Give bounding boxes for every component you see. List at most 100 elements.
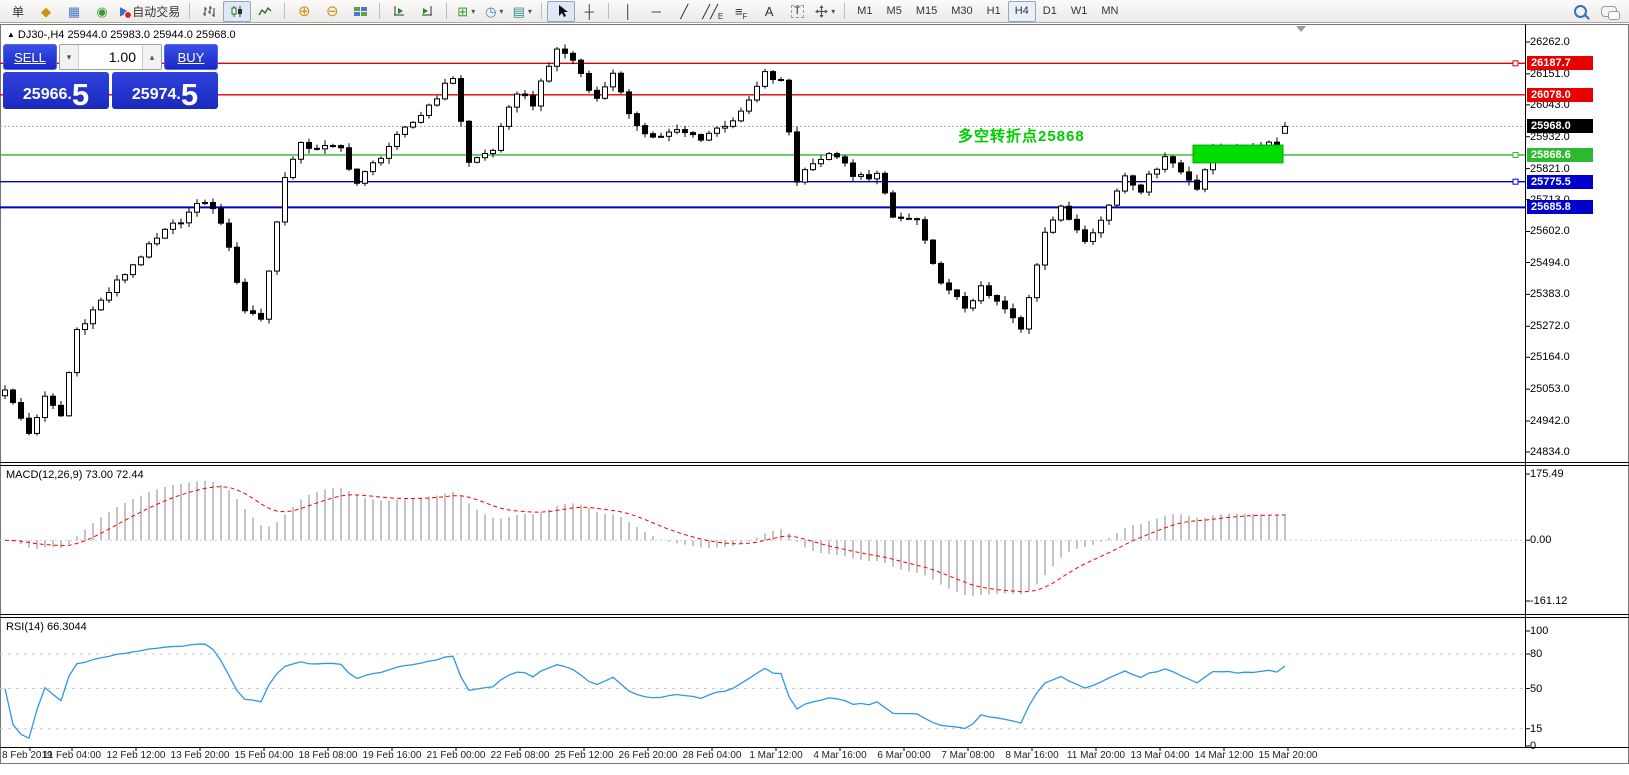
arrows-tool[interactable]: ▾ — [811, 1, 839, 22]
period-menu-button[interactable]: ◷ ▾ — [485, 3, 504, 19]
timeframe-h4[interactable]: H4 — [1007, 0, 1036, 22]
date-tick-label: 11 Mar 20:00 — [1066, 750, 1126, 761]
date-tick-label: 13 Mar 04:00 — [1130, 750, 1190, 761]
fibonacci-tool[interactable]: ≡ F — [735, 3, 748, 21]
price-tick-label: 25383.0 — [1530, 288, 1570, 301]
date-tick-label: 15 Mar 20:00 — [1258, 750, 1318, 761]
current-price-label: 25968.0 — [1527, 119, 1593, 134]
volume-increase-button[interactable]: ▴ — [142, 45, 161, 69]
dropdown-caret-icon: ▾ — [527, 6, 532, 16]
timeframe-m5[interactable]: M5 — [886, 5, 902, 17]
horizontal-line-tool[interactable]: ─ — [651, 3, 661, 19]
trendline-tool[interactable]: ╱ — [680, 3, 689, 19]
sell-price-display: 25966. 5 — [3, 72, 109, 110]
macd-tick-label: -161.12 — [1530, 595, 1568, 607]
timeframe-group: M1 M5 M15 M30 H1 H4 D1 W1 MN — [850, 0, 1125, 22]
volume-decrease-button[interactable]: ▾ — [60, 45, 79, 69]
date-tick-label: 13 Feb 20:00 — [170, 750, 230, 761]
buy-button[interactable]: BUY — [164, 44, 218, 70]
rsi-tick-label: 50 — [1530, 682, 1543, 695]
price-level-label: 26078.0 — [1527, 87, 1593, 102]
chart-shift-icon[interactable] — [413, 1, 441, 22]
tile-windows-icon[interactable] — [346, 1, 374, 22]
date-tick-label: 4 Mar 16:00 — [813, 750, 867, 761]
autotrade-icon: ▶ — [120, 4, 133, 19]
date-tick-label: 7 Mar 08:00 — [941, 750, 995, 761]
timeframe-h1[interactable]: H1 — [986, 5, 1001, 17]
timeframe-m30[interactable]: M30 — [951, 5, 973, 17]
bar-chart-icon[interactable] — [195, 1, 223, 22]
zoom-in-icon[interactable]: ⊕ — [297, 2, 311, 20]
candle-chart-icon[interactable] — [223, 0, 252, 22]
timeframe-m1[interactable]: M1 — [857, 5, 873, 17]
zoom-out-icon[interactable]: ⊖ — [325, 2, 339, 20]
signal-icon[interactable]: ◉ — [96, 3, 108, 19]
price-level-label: 25685.8 — [1527, 200, 1593, 215]
text-label-tool[interactable]: T — [783, 1, 811, 22]
symbol-marker-icon: ▲ — [7, 30, 15, 39]
date-tick-label: 1 Mar 12:00 — [749, 750, 803, 761]
chat-icon[interactable] — [1601, 5, 1620, 20]
new-order-button[interactable]: 单 — [11, 4, 24, 19]
price-level-label: 26187.7 — [1527, 56, 1593, 71]
date-tick-label: 28 Feb 04:00 — [682, 750, 742, 761]
toolbar-separator — [189, 3, 191, 19]
date-tick-label: 26 Feb 20:00 — [618, 750, 678, 761]
rsi-tick-label: 0 — [1530, 740, 1537, 752]
text-tool[interactable]: A — [764, 3, 774, 19]
toolbar-separator — [608, 3, 610, 19]
date-tick-label: 8 Mar 16:00 — [1005, 750, 1059, 761]
rsi-tick-label: 15 — [1530, 722, 1543, 735]
price-level-label: 25868.6 — [1527, 147, 1593, 162]
date-tick-label: 19 Feb 16:00 — [362, 750, 422, 761]
date-tick-label: 12 Feb 12:00 — [106, 750, 166, 761]
timeframe-d1[interactable]: D1 — [1042, 5, 1057, 17]
price-tick-label: 25602.0 — [1530, 225, 1570, 238]
price-tick-label: 25164.0 — [1530, 351, 1570, 364]
template-menu-button[interactable]: ▤ ▾ — [512, 3, 532, 19]
price-tick-label: 25821.0 — [1530, 162, 1570, 175]
cursor-icon[interactable] — [547, 0, 576, 22]
macd-indicator-label: MACD(12,26,9) 73.00 72.44 — [6, 469, 144, 481]
date-tick-label: 6 Mar 00:00 — [877, 750, 931, 761]
auto-scroll-icon[interactable] — [385, 1, 413, 22]
date-tick-label: 21 Feb 00:00 — [426, 750, 486, 761]
toolbar-separator — [844, 3, 846, 19]
volume-input[interactable] — [79, 45, 142, 69]
date-tick-label: 15 Feb 04:00 — [234, 750, 294, 761]
price-tick-label: 25053.0 — [1530, 383, 1570, 396]
channel-tool[interactable]: ╱╱ E — [702, 3, 724, 21]
date-tick-label: 14 Mar 12:00 — [1194, 750, 1254, 761]
price-level-label: 25775.5 — [1527, 174, 1593, 189]
sell-button[interactable]: SELL — [3, 44, 57, 70]
buy-price-display: 25974. 5 — [112, 72, 218, 110]
crosshair-icon[interactable]: ┼ — [584, 3, 594, 19]
toolbar-separator — [379, 3, 381, 19]
timeframe-w1[interactable]: W1 — [1070, 5, 1088, 17]
volume-spinner: ▾ ▴ — [59, 44, 162, 70]
dropdown-caret-icon: ▾ — [471, 6, 476, 16]
rsi-indicator-label: RSI(14) 66.3044 — [6, 621, 87, 633]
vertical-line-tool[interactable]: │ — [624, 3, 633, 19]
price-tick-label: 25272.0 — [1530, 320, 1570, 333]
rsi-tick-label: 80 — [1530, 648, 1543, 660]
autotrade-label: 自动交易 — [132, 4, 181, 19]
rsi-tick-label: 100 — [1530, 625, 1549, 637]
line-chart-icon[interactable] — [251, 1, 279, 22]
dropdown-caret-icon: ▾ — [499, 6, 504, 16]
timeframe-m15[interactable]: M15 — [915, 5, 938, 17]
timeframe-mn[interactable]: MN — [1101, 5, 1119, 17]
add-indicator-button[interactable]: ⊞ ▾ — [457, 3, 476, 19]
price-tick-label: 25494.0 — [1530, 256, 1570, 269]
search-icon[interactable] — [1574, 4, 1587, 18]
price-tick-label: 24834.0 — [1530, 446, 1570, 458]
autotrade-button[interactable]: ▶ 自动交易 — [116, 1, 184, 22]
chart-annotation: 多空转折点25868 — [958, 128, 1085, 145]
price-tick-label: 26151.0 — [1530, 67, 1570, 80]
price-tick-label: 26043.0 — [1530, 98, 1570, 111]
order-tag-icon[interactable]: ◆ — [41, 3, 51, 19]
toolbar-separator — [541, 3, 543, 19]
chart-window-icon[interactable]: ▦ — [67, 3, 81, 19]
date-tick-label: 22 Feb 08:00 — [490, 750, 550, 761]
